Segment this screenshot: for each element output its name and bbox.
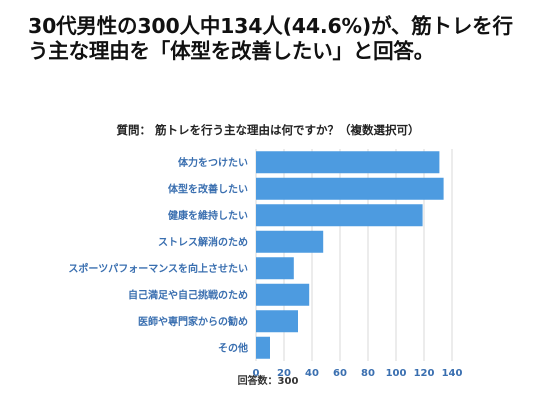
- category-label: 自己満足や自己挑戦のため: [128, 288, 248, 301]
- x-tick-label: 140: [442, 368, 463, 379]
- category-label: その他: [218, 341, 248, 354]
- x-tick-label: 20: [277, 368, 291, 379]
- category-label: スポーツパフォーマンスを向上させたい: [68, 262, 248, 275]
- x-tick-label: 100: [386, 368, 407, 379]
- category-label: 体力をつけたい: [178, 156, 248, 169]
- category-label: 体型を改善したい: [168, 182, 248, 195]
- bar: [256, 336, 270, 359]
- bar: [256, 204, 423, 227]
- x-tick-label: 120: [414, 368, 435, 379]
- chart-question: 質問： 筋トレを行う主な理由は何ですか？（複数選択可）: [116, 123, 420, 137]
- bar: [256, 310, 298, 333]
- x-tick-label: 0: [253, 368, 260, 379]
- category-label: 医師や専門家からの勧め: [138, 315, 248, 328]
- x-tick-label: 80: [361, 368, 375, 379]
- bar: [256, 177, 444, 200]
- bar: [256, 230, 324, 253]
- bar: [256, 151, 440, 174]
- category-label: ストレス解消のため: [158, 235, 248, 248]
- bar: [256, 283, 310, 306]
- x-tick-label: 60: [333, 368, 347, 379]
- response-count: 回答数：300: [237, 376, 299, 387]
- headline: 30代男性の300人中134人(44.6%)が、筋トレを行う主な理由を「体型を改…: [28, 14, 513, 63]
- category-label: 健康を維持したい: [168, 209, 248, 222]
- bar: [256, 257, 294, 280]
- x-tick-label: 40: [305, 368, 319, 379]
